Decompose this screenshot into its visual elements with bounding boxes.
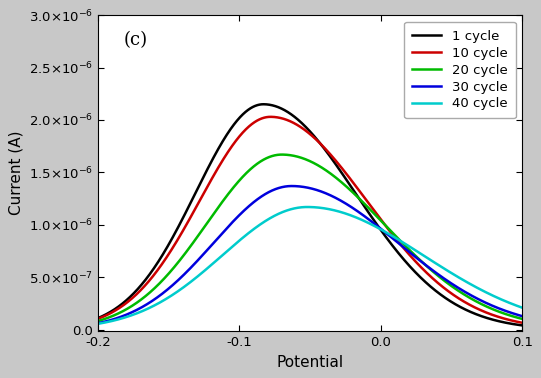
1 cycle (465, 308, 472, 313)
1 cycle (168, 237, 175, 242)
X-axis label: Potential: Potential (276, 355, 344, 370)
30 cycle (95, 321, 101, 325)
10 cycle (519, 321, 525, 325)
10 cycle (95, 316, 101, 321)
40 cycle (465, 280, 472, 285)
20 cycle (519, 317, 525, 321)
30 cycle (276, 186, 282, 190)
40 cycle (143, 307, 149, 311)
Legend: 1 cycle, 10 cycle, 20 cycle, 30 cycle, 40 cycle: 1 cycle, 10 cycle, 20 cycle, 30 cycle, 4… (405, 22, 516, 118)
10 cycle (276, 115, 282, 120)
1 cycle (511, 322, 517, 327)
30 cycle (143, 302, 149, 307)
40 cycle (511, 302, 517, 307)
40 cycle (276, 211, 282, 216)
10 cycle (465, 302, 472, 306)
40 cycle (519, 305, 525, 310)
Line: 10 cycle: 10 cycle (98, 117, 522, 323)
30 cycle (519, 314, 525, 318)
20 cycle (168, 268, 175, 273)
Text: (c): (c) (123, 31, 148, 49)
Y-axis label: Current (A): Current (A) (8, 131, 23, 215)
30 cycle (168, 284, 175, 288)
1 cycle (95, 316, 101, 321)
1 cycle (276, 105, 282, 110)
Line: 30 cycle: 30 cycle (98, 186, 522, 323)
20 cycle (95, 319, 101, 323)
30 cycle (465, 291, 472, 296)
Line: 1 cycle: 1 cycle (98, 104, 522, 325)
20 cycle (143, 293, 149, 298)
1 cycle (143, 276, 149, 281)
20 cycle (258, 159, 264, 164)
20 cycle (279, 152, 285, 157)
Line: 40 cycle: 40 cycle (98, 207, 522, 324)
10 cycle (168, 248, 175, 252)
Line: 20 cycle: 20 cycle (98, 155, 522, 321)
30 cycle (511, 311, 517, 316)
40 cycle (258, 222, 264, 226)
10 cycle (267, 115, 274, 119)
20 cycle (276, 152, 282, 157)
1 cycle (258, 102, 264, 107)
10 cycle (258, 117, 264, 121)
10 cycle (511, 319, 517, 323)
40 cycle (168, 293, 175, 298)
30 cycle (288, 184, 295, 188)
40 cycle (95, 322, 101, 326)
1 cycle (519, 323, 525, 328)
1 cycle (260, 102, 267, 107)
10 cycle (143, 282, 149, 287)
20 cycle (465, 295, 472, 299)
20 cycle (511, 314, 517, 319)
40 cycle (304, 205, 311, 209)
30 cycle (258, 195, 264, 199)
